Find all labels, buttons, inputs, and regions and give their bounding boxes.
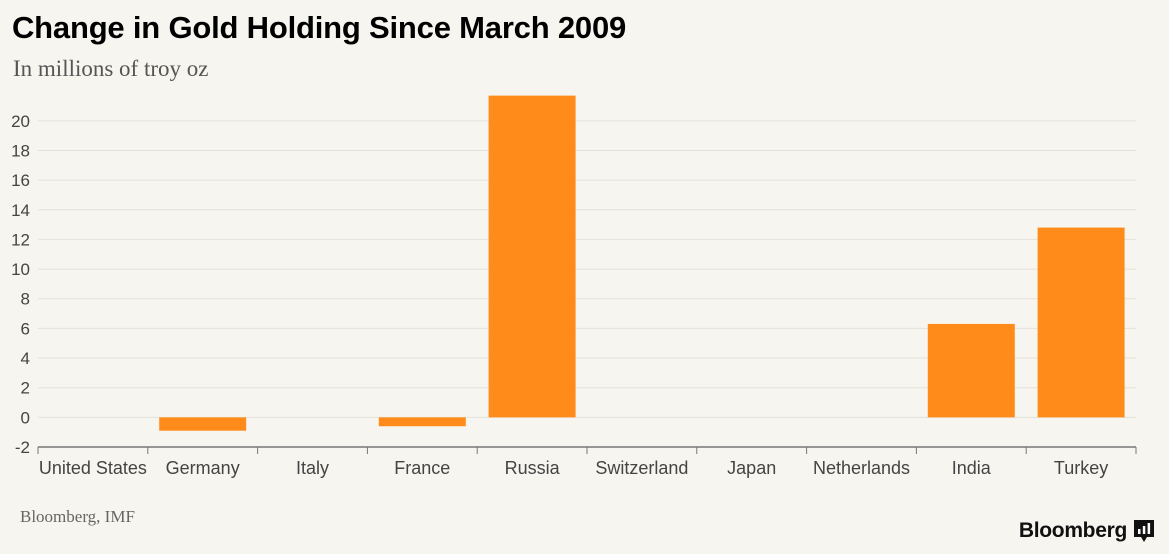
source-note: Bloomberg, IMF xyxy=(20,507,135,526)
chart-subtitle: In millions of troy oz xyxy=(13,56,209,81)
x-category-label: France xyxy=(394,458,450,478)
bar-turkey xyxy=(1037,227,1125,418)
y-tick-label: 20 xyxy=(11,112,30,131)
y-tick-label: 14 xyxy=(11,201,30,220)
bar-india xyxy=(927,323,1015,418)
y-tick-label: 12 xyxy=(11,230,30,249)
y-tick-label: 18 xyxy=(11,141,30,160)
x-category-label: Germany xyxy=(166,458,240,478)
y-tick-label: 10 xyxy=(11,260,30,279)
x-category-label: Turkey xyxy=(1054,458,1108,478)
y-tick-label: 6 xyxy=(21,319,30,338)
x-category-label: Switzerland xyxy=(595,458,688,478)
x-category-label: India xyxy=(952,458,992,478)
bar-russia xyxy=(488,95,576,418)
y-tick-label: 2 xyxy=(21,379,30,398)
x-category-label: Netherlands xyxy=(813,458,910,478)
bar-germany xyxy=(159,417,247,431)
bloomberg-chart-icon xyxy=(1134,520,1154,542)
bar-france xyxy=(378,417,466,427)
x-category-label: United States xyxy=(39,458,147,478)
brand-logo: Bloomberg xyxy=(1019,519,1155,543)
x-category-label: Russia xyxy=(505,458,561,478)
y-tick-label: -2 xyxy=(15,438,30,457)
chart-title: Change in Gold Holding Since March 2009 xyxy=(12,10,627,45)
x-category-label: Japan xyxy=(727,458,776,478)
y-tick-label: 0 xyxy=(21,408,30,427)
brand-name: Bloomberg xyxy=(1018,519,1127,542)
y-tick-label: 4 xyxy=(21,349,30,368)
y-tick-label: 8 xyxy=(21,290,30,309)
y-tick-label: 16 xyxy=(11,171,30,190)
x-category-label: Italy xyxy=(296,458,329,478)
